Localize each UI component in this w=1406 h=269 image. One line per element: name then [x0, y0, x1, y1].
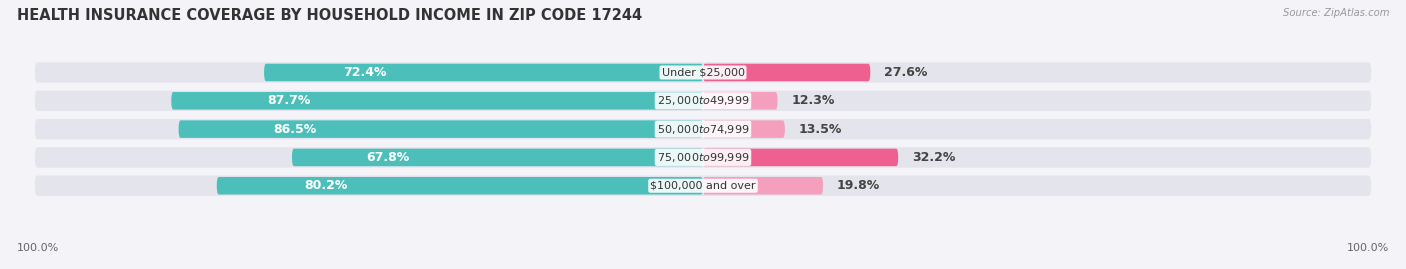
FancyBboxPatch shape: [703, 149, 898, 166]
FancyBboxPatch shape: [217, 177, 703, 194]
FancyBboxPatch shape: [179, 120, 703, 138]
Text: Source: ZipAtlas.com: Source: ZipAtlas.com: [1282, 8, 1389, 18]
FancyBboxPatch shape: [35, 62, 1371, 83]
FancyBboxPatch shape: [35, 176, 1371, 196]
Text: 27.6%: 27.6%: [884, 66, 928, 79]
FancyBboxPatch shape: [172, 92, 703, 109]
FancyBboxPatch shape: [35, 91, 1371, 111]
Text: Under $25,000: Under $25,000: [661, 68, 745, 77]
Text: 13.5%: 13.5%: [799, 123, 842, 136]
Text: 67.8%: 67.8%: [366, 151, 409, 164]
Text: 100.0%: 100.0%: [1347, 243, 1389, 253]
FancyBboxPatch shape: [35, 119, 1371, 139]
Text: 100.0%: 100.0%: [17, 243, 59, 253]
FancyBboxPatch shape: [264, 64, 703, 81]
Text: 19.8%: 19.8%: [837, 179, 880, 192]
FancyBboxPatch shape: [703, 120, 785, 138]
FancyBboxPatch shape: [703, 92, 778, 109]
Text: 80.2%: 80.2%: [304, 179, 347, 192]
FancyBboxPatch shape: [703, 177, 823, 194]
Text: 72.4%: 72.4%: [343, 66, 387, 79]
Text: $25,000 to $49,999: $25,000 to $49,999: [657, 94, 749, 107]
Text: HEALTH INSURANCE COVERAGE BY HOUSEHOLD INCOME IN ZIP CODE 17244: HEALTH INSURANCE COVERAGE BY HOUSEHOLD I…: [17, 8, 643, 23]
Text: 12.3%: 12.3%: [792, 94, 835, 107]
Text: $100,000 and over: $100,000 and over: [650, 181, 756, 191]
Text: 86.5%: 86.5%: [273, 123, 316, 136]
Text: $50,000 to $74,999: $50,000 to $74,999: [657, 123, 749, 136]
FancyBboxPatch shape: [703, 64, 870, 81]
Legend: With Coverage, Without Coverage: With Coverage, Without Coverage: [575, 266, 831, 269]
FancyBboxPatch shape: [292, 149, 703, 166]
Text: $75,000 to $99,999: $75,000 to $99,999: [657, 151, 749, 164]
Text: 87.7%: 87.7%: [267, 94, 311, 107]
Text: 32.2%: 32.2%: [912, 151, 955, 164]
FancyBboxPatch shape: [35, 147, 1371, 168]
